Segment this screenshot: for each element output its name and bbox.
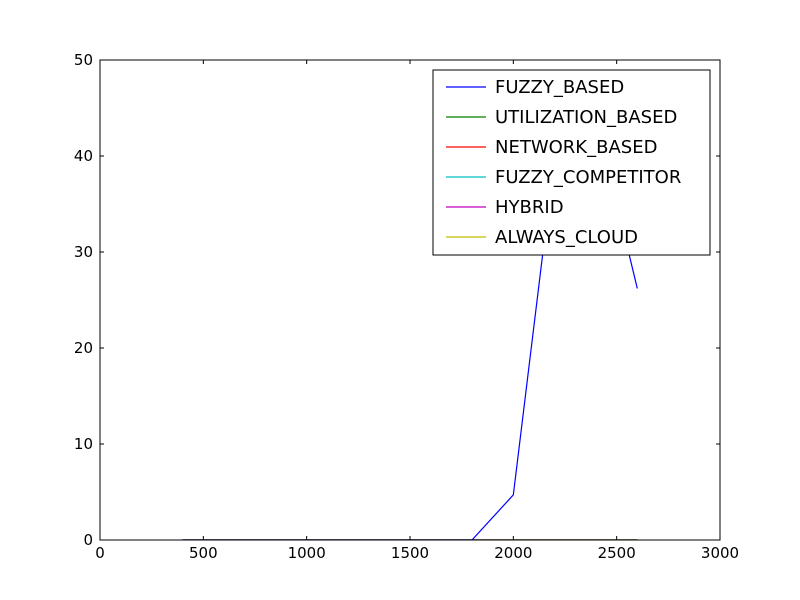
legend-label: FUZZY_COMPETITOR <box>495 167 681 188</box>
x-tick-label: 0 <box>95 544 105 562</box>
y-tick-label: 0 <box>83 531 93 549</box>
y-tick-label: 40 <box>74 147 93 165</box>
y-tick-label: 20 <box>74 339 93 357</box>
legend-label: HYBRID <box>495 197 564 218</box>
x-tick-label: 2000 <box>494 544 532 562</box>
y-tick-label: 30 <box>74 243 93 261</box>
x-tick-label: 3000 <box>701 544 739 562</box>
x-tick-label: 1000 <box>288 544 326 562</box>
x-tick-label: 2500 <box>598 544 636 562</box>
x-tick-label: 1500 <box>391 544 429 562</box>
legend-label: UTILIZATION_BASED <box>495 107 677 128</box>
x-tick-label: 500 <box>189 544 218 562</box>
legend-label: NETWORK_BASED <box>495 137 657 158</box>
legend: FUZZY_BASED UTILIZATION_BASED NETWORK_BASE… <box>432 69 711 256</box>
y-tick-label: 10 <box>74 435 93 453</box>
y-tick-label: 50 <box>74 51 93 69</box>
legend-box <box>432 69 711 256</box>
legend-label: ALWAYS_CLOUD <box>495 227 638 248</box>
legend-label: FUZZY_BASED <box>495 77 624 98</box>
tick-layer: 0 500 1000 1500 2000 2500 3000 0 10 20 30 40 50 <box>74 51 739 562</box>
